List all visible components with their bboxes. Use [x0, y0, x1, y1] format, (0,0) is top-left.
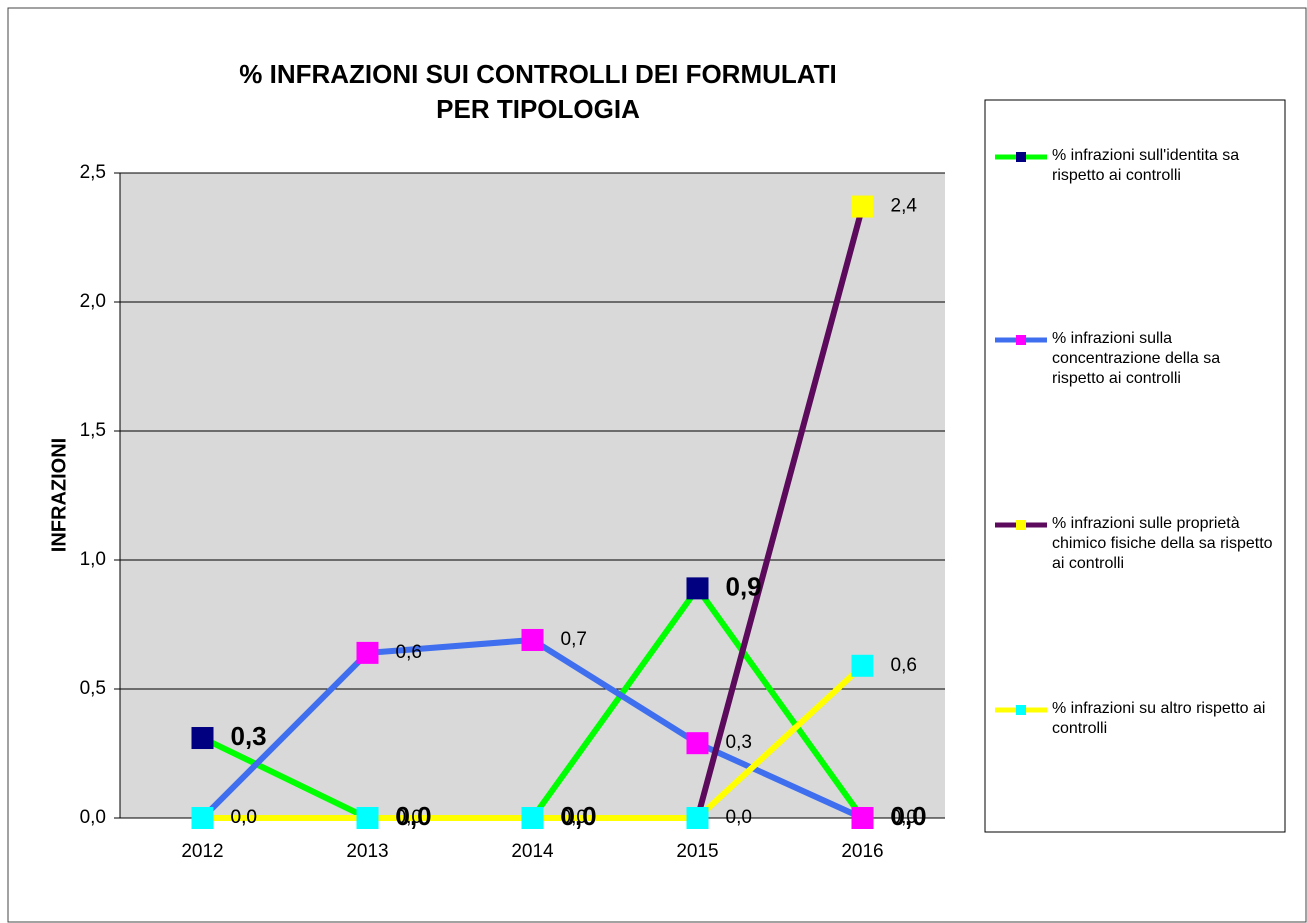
y-tick-label: 2,0: [80, 291, 106, 312]
y-tick-label: 2,5: [80, 162, 106, 183]
series-line: [694, 205, 866, 819]
data-label: 0,0: [891, 801, 927, 831]
data-label: 0,0: [231, 807, 257, 828]
data-label: 0,6: [891, 655, 917, 676]
legend-label: % infrazioni sulle proprietà chimico fis…: [1052, 515, 1273, 572]
legend-label: % infrazioni sulla concentrazione della …: [1052, 330, 1221, 387]
plot-area: [120, 173, 945, 818]
data-label: 0,3: [726, 732, 752, 753]
data-label: 0,9: [726, 571, 762, 601]
data-label: 0,6: [396, 642, 422, 663]
data-label: 2,4: [891, 196, 918, 217]
marker: [686, 807, 709, 829]
marker: [851, 654, 874, 677]
x-tick-label: 2014: [511, 841, 554, 862]
marker: [356, 807, 379, 829]
marker: [191, 727, 214, 750]
marker: [521, 807, 544, 829]
chart-title: PER TIPOLOGIA: [436, 94, 640, 124]
legend-marker: [1016, 335, 1026, 345]
data-label: 0,0: [396, 807, 422, 828]
x-tick-label: 2012: [181, 841, 223, 862]
x-tick-label: 2016: [841, 841, 883, 862]
marker: [686, 577, 709, 600]
legend-marker: [1016, 705, 1026, 715]
data-label: 0,0: [891, 807, 917, 828]
data-label: 0,0: [726, 807, 752, 828]
y-axis-label: INFRAZIONI: [48, 438, 70, 552]
data-label: 0,3: [231, 721, 267, 751]
marker: [191, 807, 214, 829]
frame: [7, 7, 1307, 923]
data-label: 0,0: [396, 801, 432, 831]
legend-label: % infrazioni su altro rispetto ai contro…: [1052, 700, 1266, 737]
data-label: 0,0: [561, 801, 597, 831]
marker: [356, 641, 379, 664]
y-tick-label: 1,5: [80, 420, 106, 441]
legend-label: % infrazioni sull'identita sa rispetto a…: [1052, 147, 1240, 184]
y-tick-label: 1,0: [80, 549, 106, 570]
marker: [686, 732, 709, 755]
legend-marker: [1016, 152, 1026, 162]
y-tick-label: 0,5: [80, 678, 106, 699]
marker: [521, 628, 544, 651]
x-tick-label: 2013: [346, 841, 388, 862]
data-label: 0,0: [561, 807, 587, 828]
x-tick-label: 2015: [676, 841, 718, 862]
data-label: 0,0: [231, 807, 257, 828]
legend-marker: [1016, 520, 1026, 530]
data-label: 0,7: [561, 629, 587, 650]
y-tick-label: 0,0: [80, 807, 106, 828]
marker: [851, 807, 874, 829]
chart-title: % INFRAZIONI SUI CONTROLLI DEI FORMULATI: [239, 59, 836, 89]
marker: [851, 195, 874, 218]
